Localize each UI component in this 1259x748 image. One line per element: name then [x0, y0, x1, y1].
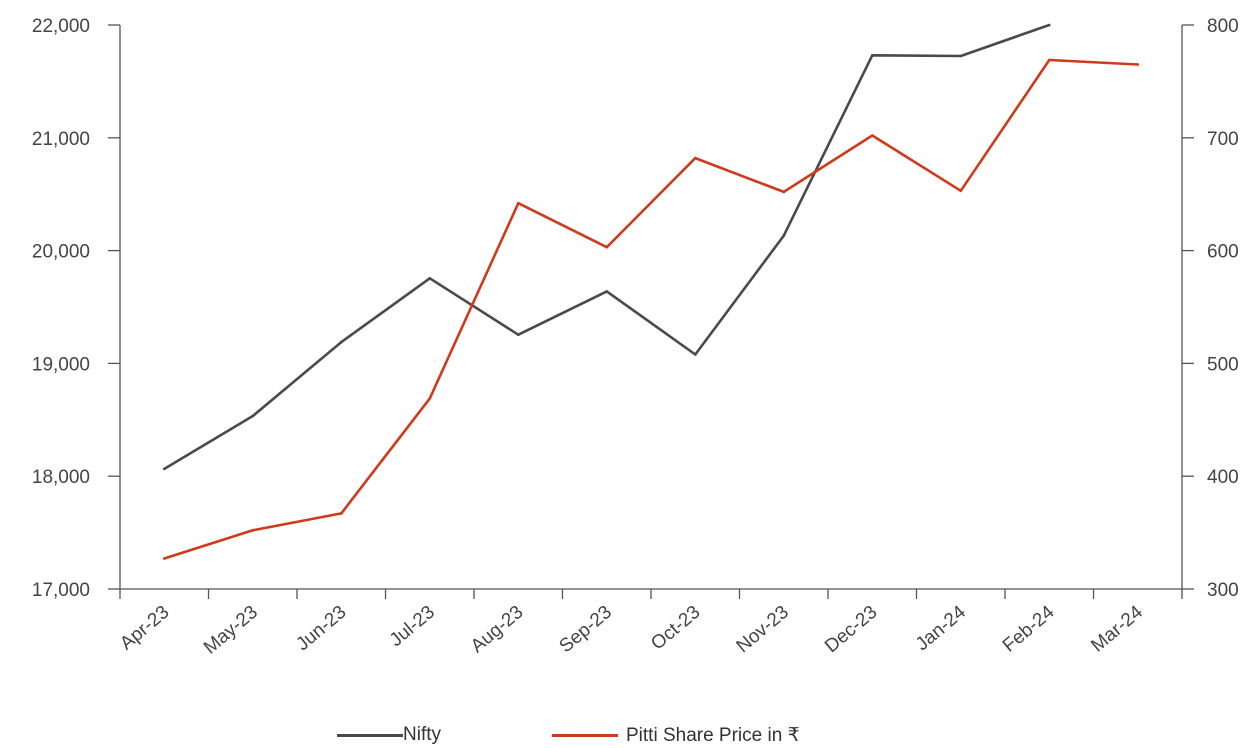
data-point-pitti: [251, 529, 255, 532]
data-point-pitti: [782, 190, 786, 194]
y-right-tick-label: 600: [1207, 242, 1239, 263]
x-tick-label: Feb-24: [999, 601, 1059, 656]
x-tick-label: Jan-24: [912, 601, 970, 655]
x-tick-label: Aug-23: [467, 602, 527, 657]
data-point-pitti: [516, 201, 520, 205]
legend-label-nifty: Nifty: [403, 724, 441, 745]
y-left-tick-label: 20,000: [32, 242, 90, 263]
x-tick-label: Dec-23: [821, 602, 881, 657]
data-point-nifty: [1047, 23, 1051, 27]
data-point-pitti: [693, 156, 697, 160]
series-line-pitti: [163, 58, 1138, 560]
y-right-tick-label: 400: [1207, 467, 1239, 488]
y-right-tick-label: 300: [1207, 580, 1239, 601]
data-point-nifty: [605, 290, 609, 293]
series-lines: [162, 23, 1140, 560]
data-point-nifty: [428, 277, 432, 280]
data-point-nifty: [516, 333, 520, 337]
data-point-pitti: [162, 557, 166, 560]
legend-item-nifty: Nifty: [337, 722, 441, 748]
data-point-pitti: [428, 397, 432, 400]
data-point-pitti: [1047, 58, 1051, 62]
data-point-nifty: [959, 54, 963, 58]
legend-swatch-nifty: [337, 733, 403, 737]
data-point-nifty: [251, 414, 255, 418]
x-tick-label: Sep-23: [556, 602, 616, 657]
data-point-pitti: [605, 245, 609, 249]
x-tick-label: Jul-23: [386, 602, 439, 651]
data-point-nifty: [782, 234, 786, 237]
x-tick-label: May-23: [200, 602, 262, 659]
y-left-tick-label: 21,000: [32, 129, 90, 150]
y-right-tick-label: 500: [1207, 354, 1239, 375]
data-point-nifty: [339, 340, 343, 344]
y-left-tick-label: 22,000: [32, 16, 90, 37]
data-point-nifty: [870, 54, 874, 57]
legend-label-pitti: Pitti Share Price in ₹: [626, 724, 800, 746]
x-tick-label: Oct-23: [647, 602, 704, 655]
y-left-tick-label: 18,000: [32, 467, 90, 488]
data-point-pitti: [870, 134, 874, 137]
data-point-pitti: [959, 189, 963, 193]
data-point-nifty: [693, 353, 697, 356]
line-chart: 17,000 18,000 19,000 20,000 21,000 22,000 300 4…: [32, 16, 1239, 659]
y-right-tick-label: 700: [1207, 129, 1239, 150]
axes: 17,000 18,000 19,000 20,000 21,000 22,000 300 4…: [32, 16, 1239, 601]
x-tick-label: Mar-24: [1087, 601, 1147, 656]
data-point-nifty: [162, 467, 166, 471]
legend-swatch-pitti: [552, 733, 618, 737]
x-tick-label: Nov-23: [733, 602, 793, 657]
data-point-pitti: [339, 512, 343, 515]
y-left-tick-label: 19,000: [32, 354, 90, 375]
data-point-pitti: [1136, 63, 1140, 66]
y-right-tick-label: 800: [1207, 16, 1239, 37]
y-left-tick-label: 17,000: [32, 580, 90, 601]
x-axis-labels: Apr-23 May-23 Jun-23 Jul-23 Aug-23 Sep-23 Oct-…: [116, 601, 1147, 658]
x-tick-label: Apr-23: [116, 602, 173, 655]
x-tick-label: Jun-23: [292, 602, 350, 655]
legend-item-pitti: Pitti Share Price in ₹: [552, 722, 800, 748]
